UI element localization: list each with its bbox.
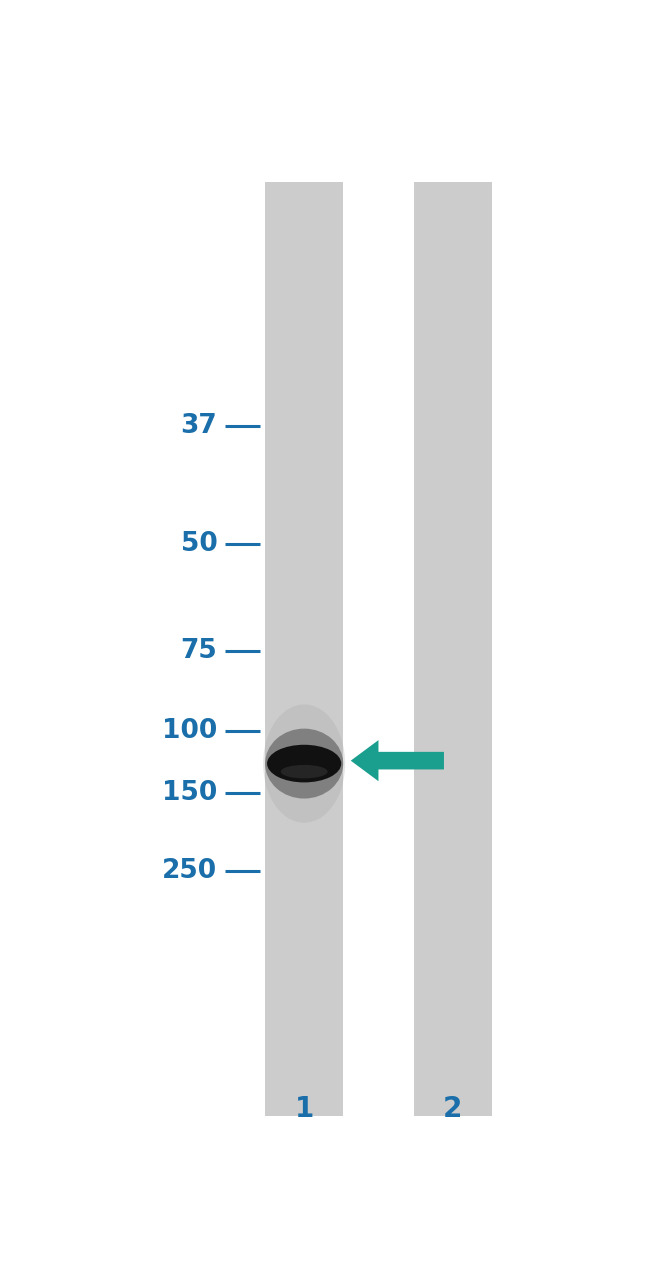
Ellipse shape — [263, 705, 345, 823]
Ellipse shape — [281, 765, 328, 779]
Text: 50: 50 — [181, 531, 217, 556]
Text: 2: 2 — [443, 1095, 462, 1123]
Text: 250: 250 — [162, 859, 217, 884]
FancyArrow shape — [351, 740, 444, 781]
Text: 150: 150 — [162, 780, 217, 806]
Text: 37: 37 — [181, 413, 217, 439]
Ellipse shape — [267, 744, 341, 782]
Ellipse shape — [265, 729, 343, 799]
Bar — [414, 182, 492, 1115]
Text: 1: 1 — [294, 1095, 314, 1123]
Text: 75: 75 — [181, 638, 217, 664]
Text: 100: 100 — [162, 719, 217, 744]
Bar — [265, 182, 343, 1115]
